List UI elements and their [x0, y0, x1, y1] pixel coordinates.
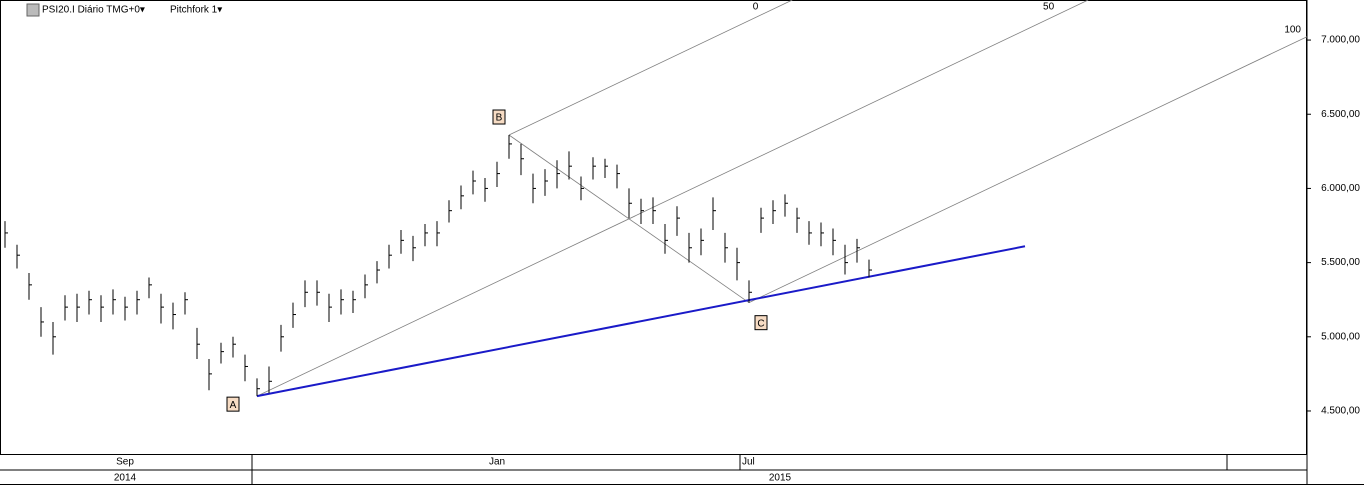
- trendline: [256, 245, 1026, 398]
- y-tick-label: 6.500,00: [1321, 109, 1360, 120]
- month-label: Jan: [489, 457, 505, 468]
- pitchfork-level-label: 100: [1284, 24, 1301, 35]
- symbol-label[interactable]: PSI20.I Diário TMG+0▾: [42, 5, 145, 16]
- y-tick-label: 5.500,00: [1321, 257, 1360, 268]
- point-label-box: [492, 109, 506, 125]
- pitchfork-level-label: 50: [1043, 2, 1055, 13]
- y-tick-label: 5.000,00: [1321, 331, 1360, 342]
- point-label: C: [757, 318, 764, 329]
- point-label-box: [754, 315, 768, 331]
- month-label: Sep: [116, 457, 134, 468]
- year-label: 2015: [769, 473, 792, 484]
- study-label[interactable]: Pitchfork 1▾: [170, 5, 222, 16]
- pitchfork-line: [256, 0, 1089, 397]
- year-label: 2014: [114, 473, 137, 484]
- y-tick-label: 6.000,00: [1321, 183, 1360, 194]
- month-label: Jul: [742, 457, 755, 468]
- pitchfork-line: [508, 0, 793, 136]
- y-tick-label: 4.500,00: [1321, 406, 1360, 417]
- point-label: B: [496, 113, 503, 124]
- pitchfork-line: [748, 36, 1308, 304]
- y-tick-label: 7.000,00: [1321, 35, 1360, 46]
- point-label-box: [226, 396, 240, 412]
- pitchfork-level-label: 0: [753, 2, 759, 13]
- point-label: A: [230, 400, 237, 411]
- symbol-icon[interactable]: [26, 3, 40, 17]
